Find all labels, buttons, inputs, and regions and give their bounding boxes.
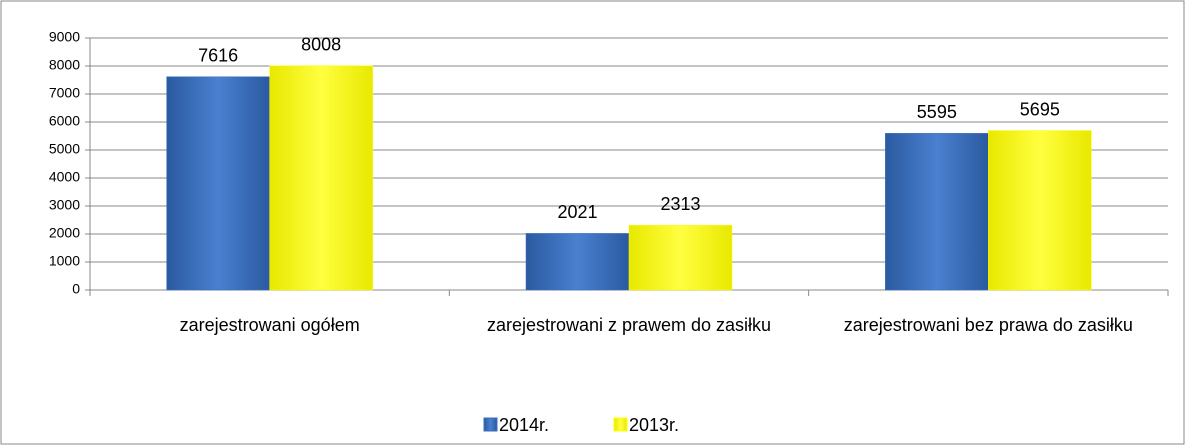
bar [269, 65, 373, 291]
bar [166, 76, 270, 291]
y-tick-label: 7000 [49, 85, 80, 101]
y-tick-label: 0 [72, 281, 80, 297]
bar [628, 224, 733, 291]
y-tick-label: 6000 [49, 113, 80, 129]
bar [988, 130, 1092, 291]
data-label: 2313 [660, 194, 700, 214]
data-label: 8008 [301, 35, 341, 55]
y-tick-label: 3000 [49, 197, 80, 213]
bar [885, 133, 989, 291]
data-label: 5595 [917, 102, 957, 122]
y-tick-label: 4000 [49, 169, 80, 185]
x-tick-label: zarejestrowani ogółem [179, 315, 360, 335]
x-tick-label: zarejestrowani z prawem do zasiłku [486, 315, 772, 335]
y-tick-label: 2000 [49, 225, 80, 241]
legend-label: 2014r. [499, 415, 549, 435]
y-tick-label: 8000 [49, 57, 80, 73]
y-tick-label: 1000 [49, 253, 80, 269]
data-label: 2021 [557, 202, 597, 222]
legend-label: 2013r. [629, 415, 679, 435]
legend-swatch [483, 417, 498, 432]
legend-swatch [613, 417, 628, 432]
x-tick-label: zarejestrowani bez prawa do zasiłku [843, 315, 1133, 335]
y-tick-label: 5000 [49, 141, 80, 157]
bar [525, 233, 630, 291]
y-tick-label: 9000 [49, 29, 80, 45]
data-label: 5695 [1020, 99, 1060, 119]
data-label: 7616 [198, 46, 238, 66]
